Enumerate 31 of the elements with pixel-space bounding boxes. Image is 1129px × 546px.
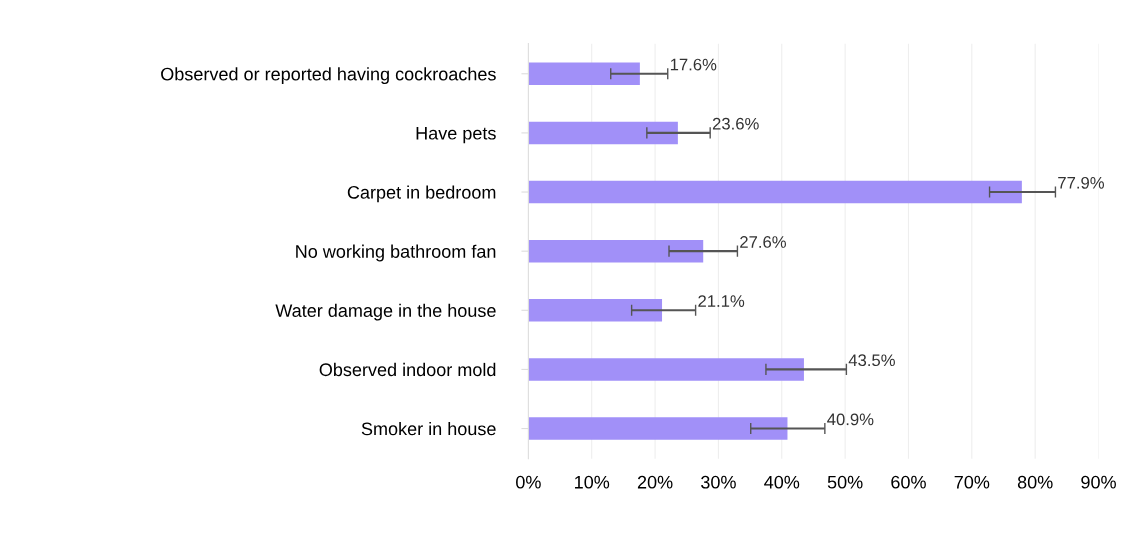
data-label: 23.6% [712,117,759,130]
bar [528,299,663,322]
x-tick-label: 20% [637,475,673,489]
data-label: 77.9% [1058,176,1104,189]
x-tick-label: 30% [701,475,736,489]
y-tick-label: Water damage in the house [275,303,496,321]
data-label: 40.9% [827,413,874,426]
y-tick-label: Carpet in bedroom [347,185,496,203]
x-tick-label: 70% [954,475,990,489]
data-label: 21.1% [698,295,745,307]
x-tick-label: 60% [891,475,926,489]
x-tick-label: 50% [827,475,863,489]
y-tick-label: Observed or reported having cockroaches [161,67,496,85]
bar [528,417,788,440]
data-label: 43.5% [848,354,895,367]
bar [528,358,804,381]
bar [528,121,678,145]
y-tick-label: No working bathroom fan [296,244,496,262]
data-label: 27.6% [740,236,786,248]
x-tick-label: 80% [1017,475,1053,489]
x-tick-label: 10% [575,475,610,489]
y-tick-label: Have pets [416,127,496,144]
bar [528,180,1022,204]
x-tick-label: 0% [516,475,541,489]
y-tick-label: Smoker in house [361,422,496,436]
data-label: 17.6% [670,58,717,71]
bar [528,239,704,263]
bar [528,62,640,86]
x-tick-label: 90% [1081,475,1116,489]
x-tick-label: 40% [764,475,800,489]
y-tick-label: Observed indoor mold [319,362,496,377]
